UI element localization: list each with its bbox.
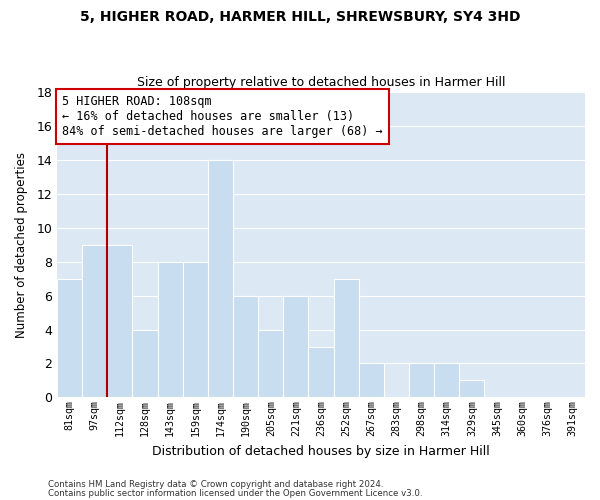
Text: 5, HIGHER ROAD, HARMER HILL, SHREWSBURY, SY4 3HD: 5, HIGHER ROAD, HARMER HILL, SHREWSBURY,… — [80, 10, 520, 24]
Title: Size of property relative to detached houses in Harmer Hill: Size of property relative to detached ho… — [137, 76, 505, 90]
Bar — [434, 364, 460, 398]
Bar — [183, 262, 208, 398]
Bar — [233, 296, 258, 398]
Bar — [258, 330, 283, 398]
Text: 5 HIGHER ROAD: 108sqm
← 16% of detached houses are smaller (13)
84% of semi-deta: 5 HIGHER ROAD: 108sqm ← 16% of detached … — [62, 95, 383, 138]
Bar — [308, 346, 334, 398]
Bar — [57, 278, 82, 398]
Bar — [82, 244, 107, 398]
Bar — [107, 244, 133, 398]
Bar — [409, 364, 434, 398]
Bar — [158, 262, 183, 398]
Bar — [334, 278, 359, 398]
X-axis label: Distribution of detached houses by size in Harmer Hill: Distribution of detached houses by size … — [152, 444, 490, 458]
Y-axis label: Number of detached properties: Number of detached properties — [15, 152, 28, 338]
Bar — [460, 380, 484, 398]
Bar — [359, 364, 384, 398]
Bar — [133, 330, 158, 398]
Text: Contains public sector information licensed under the Open Government Licence v3: Contains public sector information licen… — [48, 489, 422, 498]
Text: Contains HM Land Registry data © Crown copyright and database right 2024.: Contains HM Land Registry data © Crown c… — [48, 480, 383, 489]
Bar — [208, 160, 233, 398]
Bar — [283, 296, 308, 398]
